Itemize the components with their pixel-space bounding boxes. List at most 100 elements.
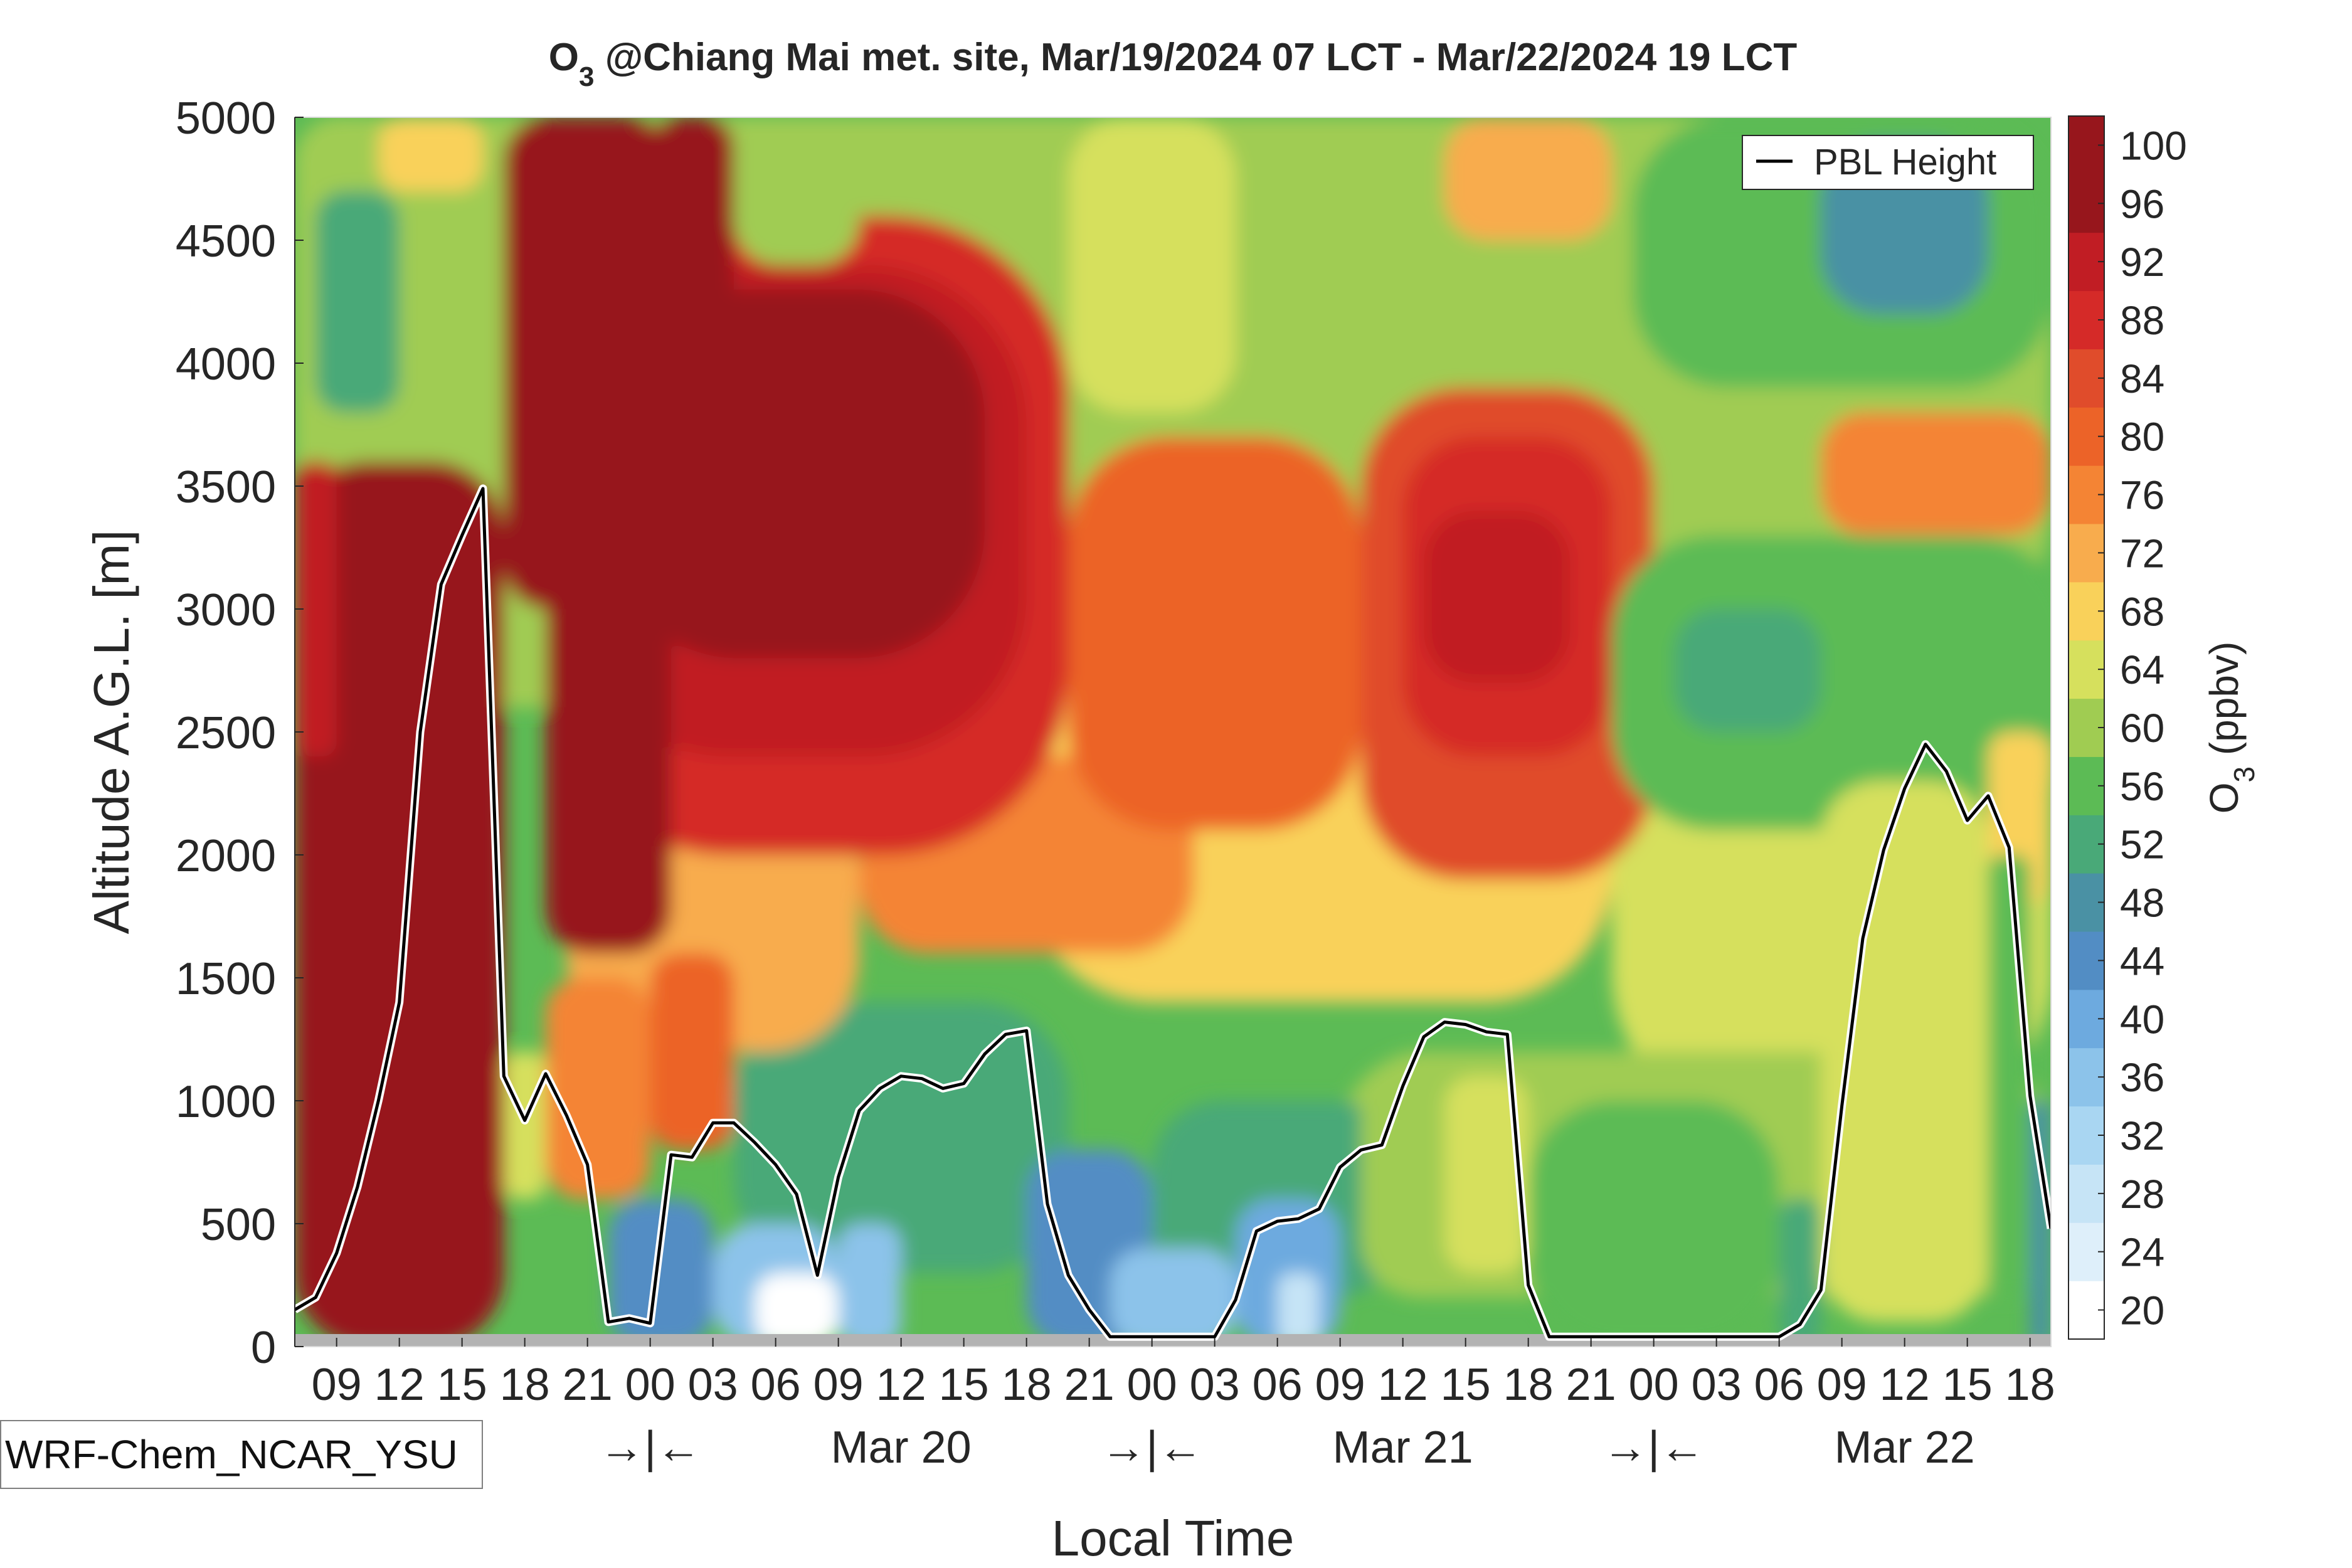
colorbar-tick-label: 32 [2120,1113,2164,1158]
x-tick-label: 00 [1629,1360,1679,1410]
x-tick-label: 18 [1503,1360,1554,1410]
heatmap-cell [295,461,504,1347]
heatmap-cell [1110,1248,1236,1347]
legend: PBL Height [1742,135,2034,190]
day-label: →|← [1602,1422,1705,1473]
x-tick-label: 09 [1315,1360,1365,1410]
chart-title: O3 @Chiang Mai met. site, Mar/19/2024 07… [549,36,1798,92]
colorbar-tick-label: 92 [2120,240,2164,285]
x-tick-label: 03 [1190,1360,1240,1410]
colorbar-tick-label: 56 [2120,764,2164,809]
y-tick-label: 5000 [176,93,276,144]
heatmap-cell [295,461,337,757]
colorbar-tick-label: 96 [2120,181,2164,226]
heatmap-cell [315,191,400,413]
x-tick-label: 03 [1692,1360,1742,1410]
colorbar-tick-label: 72 [2120,531,2164,576]
x-tick-label: 09 [1817,1360,1867,1410]
day-label: Mar 20 [831,1422,972,1473]
y-tick-label: 3500 [176,462,276,512]
x-tick-label: 06 [751,1360,801,1410]
heatmap-cell [650,117,734,511]
heatmap-cell [546,117,671,953]
colorbar-tick-label: 64 [2120,647,2164,692]
colorbar-tick-label: 84 [2120,356,2164,401]
colorbar-tick-label: 28 [2120,1172,2164,1217]
x-tick-label: 00 [625,1360,675,1410]
model-label: WRF-Chem_NCAR_YSU [0,1420,483,1489]
x-tick-label: 12 [1880,1360,1930,1410]
x-tick-label: 09 [813,1360,864,1410]
colorbar-tick-label: 24 [2120,1230,2164,1275]
colorbar-label: O3 (ppbv) [2201,642,2260,814]
heatmap-cell [1424,511,1571,683]
colorbar: 20 24 28 32 36 40 44 48 52 56 60 64 68 72 76 80 84 88 92 96… [2068,115,2260,1340]
x-tick-label: 18 [1002,1360,1052,1410]
heatmap-cell [650,953,734,1150]
heatmap-cell [1068,437,1361,830]
y-tick-label: 4000 [176,339,276,389]
colorbar-tick-label: 60 [2120,706,2164,751]
heatmap-cell [734,117,859,265]
day-label: Mar 22 [1835,1422,1975,1473]
x-tick-label: 21 [1566,1360,1616,1410]
heatmap-cell [755,1273,839,1347]
heatmap-cell [838,1224,901,1347]
heatmap-cell [1444,117,1612,240]
heatmap-cell [901,1076,1027,1273]
y-tick-label: 1500 [176,954,276,1004]
ozone-heatmap [295,117,2051,1347]
colorbar-tick-label: 36 [2120,1055,2164,1100]
y-tick-label: 2000 [176,831,276,881]
heatmap-cell [608,1199,713,1347]
colorbar-tick-label: 40 [2120,997,2164,1042]
heatmap-cell [1528,1101,1779,1347]
x-tick-label: 18 [2005,1360,2055,1410]
pbl-height-line [295,484,2051,1341]
day-label: →|← [1101,1422,1203,1473]
x-tick-label: 03 [688,1360,738,1410]
heatmap-cell [1068,117,1236,413]
y-tick-label: 500 [201,1200,276,1250]
y-tick-label: 3000 [176,585,276,635]
y-axis-label: Altitude A.G.L. [m] [83,530,139,935]
heatmap-cell [1675,609,1821,732]
heatmap-cell [546,978,650,1199]
y-axis-ticks: 0 500 1000 1500 2000 2500 3000 3500 4000 4500 5000 [176,93,304,1373]
colorbar-ticks: 20 24 28 32 36 40 44 48 52 56 60 64 68 72 76 80 84 88 92 96… [2098,123,2187,1333]
x-tick-label: 06 [1754,1360,1804,1410]
day-labels: →|← Mar 20 →|← Mar 21 →|← Mar 22 [599,1422,1974,1473]
colorbar-tick-label: 76 [2120,473,2164,518]
day-label: Mar 21 [1333,1422,1473,1473]
x-tick-label: 21 [1064,1360,1115,1410]
colorbar-tick-label: 52 [2120,822,2164,867]
colorbar-tick-label: 68 [2120,589,2164,634]
colorbar-tick-label: 48 [2120,881,2164,926]
x-tick-label: 09 [312,1360,362,1410]
heatmap-cell [1821,412,2051,536]
y-tick-label: 2500 [176,708,276,758]
x-tick-label: 15 [437,1360,487,1410]
x-tick-label: 12 [876,1360,926,1410]
legend-label: PBL Height [1814,142,1996,183]
y-tick-label: 0 [251,1323,276,1373]
heatmap-cell [1444,1076,1528,1273]
heatmap-cell [2030,1101,2051,1347]
x-tick-label: 00 [1127,1360,1177,1410]
x-tick-label: 15 [939,1360,989,1410]
x-axis-ticks: 09 12 15 18 21 00 03 06 09 12 15 18 21 00 03 06 09 12 15 18… [312,1338,2055,1410]
x-tick-label: 06 [1253,1360,1303,1410]
x-tick-label: 21 [563,1360,613,1410]
x-tick-label: 15 [1942,1360,1993,1410]
heatmap-cell [378,117,483,191]
heatmap-cell [1988,855,2030,1298]
colorbar-tick-label: 88 [2120,298,2164,343]
x-tick-label: 12 [374,1360,425,1410]
heatmap-cell [1277,1273,1320,1347]
heatmap-cell [504,1051,546,1199]
heatmap-cell [1236,117,1445,290]
x-tick-label: 18 [500,1360,550,1410]
colorbar-tick-label: 80 [2120,415,2164,460]
y-tick-label: 1000 [176,1077,276,1127]
